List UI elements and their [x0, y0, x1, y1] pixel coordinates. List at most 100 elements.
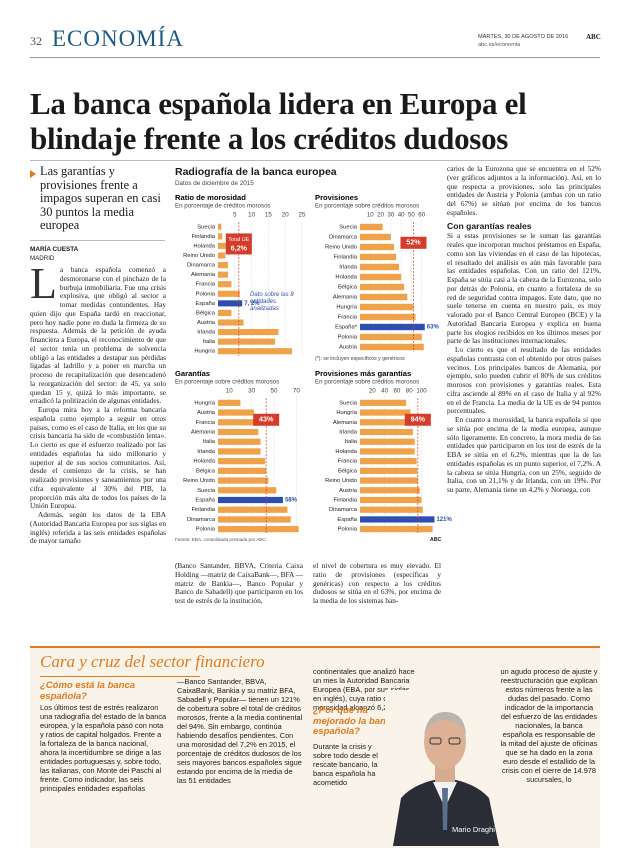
- category-label: Irlanda: [339, 430, 358, 436]
- author: MARÍA CUESTA: [30, 246, 79, 253]
- bar: [360, 223, 383, 231]
- paragraph: Si a estas provisiones se le suman las g…: [447, 231, 601, 346]
- category-label: España*: [335, 325, 358, 331]
- category-label: Hungría: [336, 410, 357, 416]
- paragraph: La banca española comenzó a desmoronarse…: [30, 266, 166, 406]
- bar: [360, 233, 391, 241]
- value-label: 63%: [427, 325, 440, 331]
- answer: un agudo proceso de ajuste y reestructur…: [500, 667, 598, 784]
- category-label: Irlanda: [197, 449, 216, 455]
- summary: Las garantías y provisiones frente a imp…: [40, 164, 161, 232]
- x-tick-label: 20: [369, 388, 376, 395]
- x-tick-label: 15: [265, 212, 272, 219]
- category-label: Reino Unido: [325, 478, 357, 484]
- bar: [360, 399, 407, 406]
- bar: [360, 458, 417, 465]
- bar: [218, 477, 269, 484]
- bar: [218, 348, 292, 355]
- x-tick-label: 40: [381, 388, 388, 395]
- category-label: Finlandia: [333, 255, 357, 261]
- date: MARTES, 30 DE AGOSTO DE 2016: [478, 34, 569, 40]
- rule: [30, 160, 600, 161]
- category-label: Suecia: [197, 488, 216, 494]
- bar: [360, 253, 396, 261]
- bar: [218, 526, 299, 533]
- paragraph: Lo cierto es que el resultado de las ent…: [447, 345, 601, 416]
- bar: [218, 300, 243, 307]
- answer: Durante la crisis y sobre todo desde el …: [313, 742, 378, 787]
- category-label: Bélgica: [196, 468, 216, 474]
- x-tick-label: 70: [293, 388, 300, 395]
- url: abc.es/economia: [478, 42, 521, 48]
- bar: [218, 319, 244, 326]
- x-tick-label: 20: [377, 212, 384, 219]
- subheading: Con garantías reales: [447, 220, 532, 231]
- category-label: Alemania: [333, 295, 358, 301]
- bar: [360, 333, 422, 341]
- answer: —Banco Santander, BBVA, CaixaBank, Banki…: [177, 677, 303, 785]
- chart-subtitle: En porcentaje de créditos morosos: [175, 203, 271, 210]
- bar: [218, 516, 291, 523]
- category-label: España: [195, 301, 215, 307]
- bar: [218, 487, 277, 494]
- category-label: Austria: [339, 488, 358, 494]
- category-label: Alemania: [191, 272, 216, 278]
- infographic-subtitle: Datos de diciembre de 2015: [175, 180, 254, 187]
- bar: [218, 399, 241, 406]
- chart-title: Provisiones: [315, 193, 358, 202]
- headline: La banca española lidera en Europa el bl…: [30, 86, 527, 156]
- category-label: Reino Unido: [325, 245, 357, 251]
- x-tick-label: 100: [416, 388, 427, 395]
- category-label: Dinamarca: [187, 263, 216, 269]
- category-label: Italia: [345, 439, 358, 445]
- bar: [360, 506, 423, 513]
- total-label: 94%: [411, 415, 426, 424]
- category-label: Bélgica: [338, 468, 358, 474]
- bar: [360, 343, 424, 351]
- infographic-title: Radiografía de la banca europea: [175, 166, 337, 178]
- bar: [360, 428, 413, 436]
- category-label: España: [337, 517, 357, 523]
- bar: [218, 338, 276, 345]
- category-label: Holanda: [335, 275, 357, 281]
- sidebar-title: Cara y cruz del sector financiero: [40, 652, 265, 671]
- bar: [360, 467, 418, 474]
- category-label: Francia: [338, 315, 358, 321]
- bar: [360, 313, 416, 321]
- bar: [360, 323, 425, 331]
- category-label: Alemania: [191, 430, 216, 436]
- chart-subtitle: En porcentaje sobre créditos morosos: [315, 379, 419, 386]
- x-tick-label: 10: [248, 212, 255, 219]
- chart-subtitle: En porcentaje sobre créditos morosos: [315, 203, 419, 210]
- category-label: Hungría: [194, 400, 215, 406]
- chart-title: Garantías: [175, 369, 210, 378]
- x-tick-label: 30: [387, 212, 394, 219]
- rule: [30, 57, 600, 58]
- bar: [360, 293, 408, 301]
- x-tick-label: 25: [299, 212, 306, 219]
- category-label: Hungría: [194, 349, 215, 355]
- rule: [30, 240, 165, 241]
- chart-note: Dato sobre las 8 entidades analizadas: [250, 292, 294, 312]
- x-tick-label: 50: [408, 212, 415, 219]
- total-label: 43%: [259, 415, 274, 424]
- x-tick-label: 50: [271, 388, 278, 395]
- chart-title: Ratio de morosidad: [175, 193, 246, 202]
- bar: [360, 526, 433, 533]
- category-label: Dinamarca: [329, 507, 358, 513]
- category-label: Suecia: [339, 225, 358, 231]
- x-tick-label: 5: [233, 212, 237, 219]
- category-label: Bélgica: [196, 310, 216, 316]
- bar: [360, 496, 422, 504]
- body-column: carios de la Eurozona que se encuentra e…: [447, 165, 601, 643]
- bar: [360, 409, 411, 416]
- bar: [218, 409, 254, 416]
- bar: [360, 477, 418, 484]
- paragraph: (Banco Santander, BBVA, Criteria Caixa H…: [175, 562, 303, 605]
- category-label: Francia: [338, 459, 358, 465]
- paragraph: carios de la Eurozona que se encuentra e…: [447, 165, 601, 217]
- bar: [360, 263, 400, 271]
- category-label: Polonia: [338, 527, 358, 533]
- bar: [218, 309, 232, 316]
